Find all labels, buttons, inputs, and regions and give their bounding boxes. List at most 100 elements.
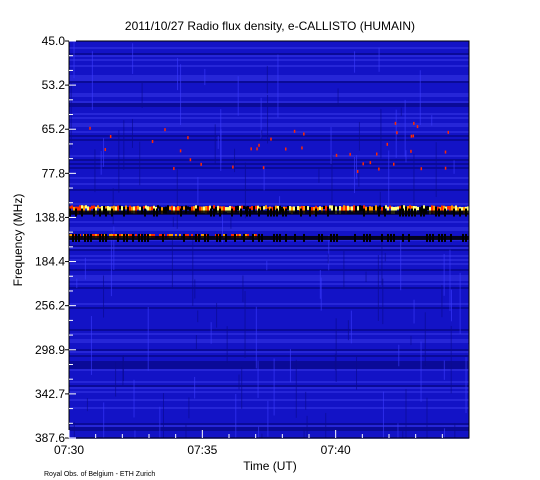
burst-pixel — [225, 207, 227, 212]
dark-speck — [138, 233, 140, 242]
channel-row — [69, 291, 469, 293]
time-streak — [358, 121, 360, 151]
dark-speck — [144, 233, 146, 242]
plot-area — [68, 40, 470, 439]
burst-pixel — [181, 206, 183, 210]
channel-row — [69, 297, 469, 299]
channel-row — [69, 107, 469, 109]
time-streak — [241, 367, 243, 409]
dark-speck — [141, 233, 143, 242]
dark-speck — [162, 233, 164, 242]
y-tick-label: 298.9 — [35, 343, 65, 357]
time-streak — [220, 129, 222, 164]
burst-pixel — [341, 206, 343, 212]
dark-speck — [84, 233, 86, 242]
burst-pixel — [189, 207, 191, 211]
dark-speck — [246, 208, 248, 217]
channel-row — [69, 411, 469, 413]
burst-pixel — [141, 206, 143, 215]
burst-pixel — [103, 205, 105, 214]
burst-pixel — [355, 205, 357, 212]
burst-pixel — [315, 205, 317, 210]
burst-pixel — [433, 205, 435, 214]
burst-pixel — [221, 206, 223, 214]
burst-pixel — [425, 206, 427, 214]
y-tick-label: 53.2 — [42, 78, 66, 92]
burst-pixel — [73, 206, 75, 211]
burst-pixel — [195, 205, 197, 210]
burst-pixel — [331, 205, 333, 211]
channel-row — [69, 377, 469, 379]
burst-pixel — [121, 206, 123, 211]
burst-pixel — [451, 205, 453, 211]
burst-pixel — [393, 206, 395, 214]
dark-speck — [270, 208, 272, 217]
channel-row — [69, 137, 469, 139]
x-tick-label: 07:40 — [321, 443, 351, 457]
time-streak — [384, 252, 386, 262]
time-streak — [242, 275, 244, 303]
burst-pixel — [275, 205, 277, 210]
channel-row — [69, 419, 469, 421]
channel-row — [69, 55, 469, 57]
channel-row — [69, 359, 469, 361]
channel-row — [69, 309, 469, 311]
burst-pixel — [227, 207, 229, 213]
burst-pixel — [259, 206, 261, 211]
burst-pixel — [321, 206, 323, 213]
heatmap-layer — [69, 41, 470, 439]
burst-pixel — [117, 205, 119, 212]
channel-row — [69, 61, 469, 63]
burst-pixel — [143, 205, 145, 210]
burst-pixel — [385, 205, 387, 209]
dark-speck — [435, 208, 437, 217]
dark-speck — [240, 208, 242, 217]
credit-text: Royal Obs. of Belgium - ETH Zurich — [44, 471, 155, 478]
dark-speck — [207, 233, 209, 242]
channel-row — [69, 155, 469, 157]
burst-pixel — [333, 205, 335, 212]
dark-speck — [387, 233, 389, 242]
channel-row — [69, 53, 469, 55]
burst-pixel — [251, 206, 253, 210]
channel-row — [69, 345, 469, 347]
dark-speck — [321, 233, 323, 242]
dark-speck — [123, 233, 125, 242]
burst-pixel — [365, 206, 367, 213]
channel-row — [69, 269, 469, 271]
y-tick-label: 387.6 — [35, 431, 65, 445]
channel-row — [69, 293, 469, 295]
dark-speck — [93, 208, 95, 217]
burst-pixel — [347, 205, 349, 212]
time-streak — [431, 115, 433, 126]
dark-speck — [180, 208, 182, 217]
time-streak — [86, 398, 88, 412]
time-streak — [388, 150, 390, 210]
time-streak — [230, 217, 232, 229]
time-streak — [141, 82, 143, 108]
dark-speck — [249, 208, 251, 217]
channel-row — [69, 279, 469, 281]
channel-row — [69, 45, 469, 47]
channel-row — [69, 169, 469, 171]
channel-row — [69, 383, 469, 385]
channel-row — [69, 431, 469, 433]
x-axis-ticks: 07:30 07:35 07:40 — [54, 430, 443, 457]
channel-row — [69, 329, 469, 331]
time-streak — [450, 325, 452, 394]
channel-row — [69, 117, 469, 119]
burst-pixel — [185, 205, 187, 214]
burst-pixel — [113, 205, 115, 213]
channel-row — [69, 91, 469, 93]
burst-pixel — [255, 205, 257, 210]
channel-row — [69, 171, 469, 173]
dark-speck — [462, 233, 464, 242]
time-streak — [273, 358, 275, 416]
channel-row — [69, 333, 469, 335]
time-streak — [398, 344, 400, 367]
channel-row — [69, 89, 469, 91]
burst-pixel — [157, 205, 159, 209]
channel-row — [69, 357, 469, 359]
time-streak — [267, 400, 269, 437]
dark-speck — [285, 233, 287, 242]
